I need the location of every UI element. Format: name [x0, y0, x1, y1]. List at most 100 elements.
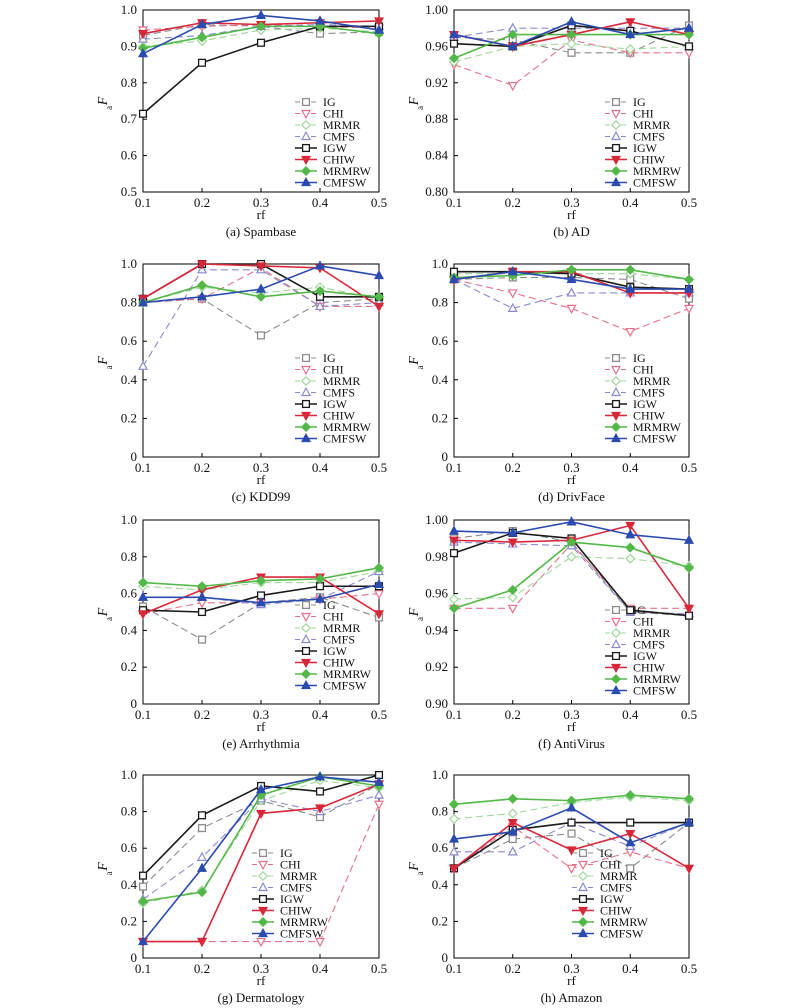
legend-label: MRMR	[323, 621, 360, 635]
y-tick-label: 1.0	[121, 2, 137, 17]
data-point	[507, 266, 518, 276]
data-point	[566, 516, 577, 526]
data-point	[196, 581, 208, 592]
legend-label: MRMR	[633, 118, 670, 132]
y-tick-label: 0.4	[121, 622, 138, 637]
legend-marker	[610, 375, 622, 387]
y-tick-label: 0.5	[121, 184, 137, 199]
legend-marker	[300, 176, 312, 187]
legend-marker	[611, 143, 621, 153]
data-point	[507, 826, 518, 836]
series-cmfsw	[137, 9, 385, 58]
y-axis-label: F	[96, 862, 111, 872]
data-point	[566, 551, 577, 562]
data-point	[197, 811, 207, 820]
data-point	[314, 300, 326, 311]
legend-label: CHI	[633, 615, 654, 629]
legend-label: IG	[633, 603, 646, 617]
legend-marker	[301, 600, 311, 610]
legend-marker	[301, 143, 311, 153]
legend-label: CMFS	[600, 881, 632, 895]
x-axis-label: rf	[257, 472, 266, 487]
legend-label: IGW	[633, 649, 658, 663]
y-tick-label: 0	[131, 950, 138, 965]
data-point	[373, 562, 385, 573]
y-tick-label: 0.8	[121, 75, 137, 90]
y-axis-label: F	[96, 607, 111, 617]
x-tick-label: 0.1	[135, 707, 151, 722]
y-tick-label: 0.90	[425, 696, 448, 711]
legend-label: MRMR	[323, 374, 360, 388]
legend-label: MRMRW	[323, 164, 372, 178]
legend-label: MRMRW	[633, 420, 682, 434]
y-tick-label: 0.4	[432, 372, 449, 387]
legend-marker	[610, 386, 622, 397]
legend-marker	[301, 646, 311, 656]
legend-marker	[610, 176, 622, 187]
data-point	[507, 592, 518, 603]
panel-caption: (a) Spambase	[226, 224, 297, 239]
legend-marker	[300, 658, 312, 669]
data-point	[625, 28, 636, 39]
series-line	[453, 43, 690, 63]
data-point	[373, 302, 385, 313]
x-axis-label: rf	[257, 719, 266, 734]
data-point	[255, 9, 267, 20]
series-line	[453, 276, 690, 300]
legend-label: CMFS	[633, 638, 665, 652]
data-point	[683, 274, 695, 285]
data-point	[314, 15, 326, 25]
data-point	[566, 273, 577, 284]
data-point	[196, 887, 208, 898]
data-point	[683, 816, 695, 827]
y-tick-label: 0.6	[121, 840, 138, 855]
x-tick-label: 0.5	[371, 961, 387, 976]
data-point	[137, 30, 149, 40]
data-point	[373, 17, 385, 27]
legend-label: MRMRW	[633, 672, 682, 686]
legend-marker	[611, 651, 621, 661]
data-point	[626, 818, 635, 827]
series-line	[142, 24, 380, 40]
series-chi	[448, 540, 695, 614]
y-tick-label: 0.8	[432, 804, 448, 819]
legend-marker	[610, 684, 622, 695]
series-cmfsw	[137, 771, 385, 946]
data-point	[566, 29, 577, 40]
legend-label: MRMR	[323, 118, 360, 132]
y-tick-label: 0.92	[425, 75, 448, 90]
legend-marker	[611, 97, 621, 107]
data-point	[137, 896, 149, 907]
legend-marker	[301, 97, 311, 107]
data-point	[626, 606, 635, 615]
legend-marker	[610, 663, 622, 674]
legend-marker	[301, 399, 311, 409]
x-tick-label: 0.4	[312, 195, 329, 210]
x-tick-label: 0.3	[253, 460, 269, 475]
data-point	[625, 264, 636, 275]
legend-label: MRMRW	[280, 915, 329, 929]
data-point	[196, 937, 208, 948]
legend-marker	[610, 617, 622, 628]
legend-label: CHI	[323, 363, 344, 377]
x-tick-label: 0.3	[563, 195, 579, 210]
legend-label: CHIW	[323, 153, 356, 167]
data-point	[197, 635, 207, 644]
series-line	[142, 24, 380, 37]
legend-marker	[300, 612, 312, 623]
y-tick-label: 0.8	[121, 295, 137, 310]
data-point	[255, 291, 267, 302]
data-point	[626, 864, 635, 873]
y-tick-label: 0.6	[432, 840, 449, 855]
data-point	[138, 882, 148, 891]
legend-marker	[577, 927, 589, 938]
data-point	[507, 818, 518, 829]
data-point	[373, 291, 385, 302]
data-point	[625, 521, 636, 532]
legend-label: CHI	[323, 107, 344, 121]
legend-marker	[300, 155, 312, 166]
x-tick-label: 0.4	[622, 460, 639, 475]
x-tick-label: 0.3	[563, 460, 579, 475]
data-point	[507, 604, 518, 614]
